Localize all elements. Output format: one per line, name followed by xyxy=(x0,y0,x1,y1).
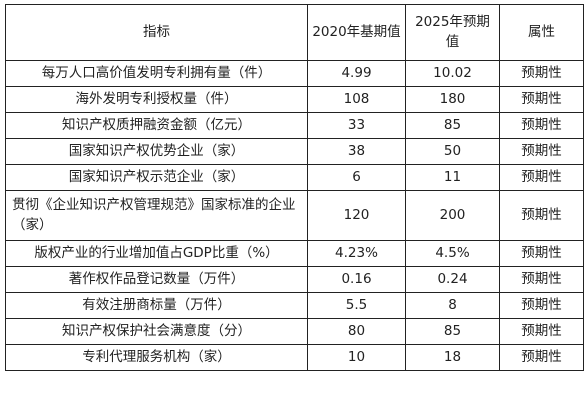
indicator-cell: 贯彻《企业知识产权管理规范》国家标准的企业（家） xyxy=(5,190,308,241)
base-value-cell: 4.99 xyxy=(307,60,406,87)
attribute-cell: 预期性 xyxy=(499,190,584,241)
target-value-cell: 180 xyxy=(405,86,500,113)
indicator-cell: 国家知识产权示范企业（家） xyxy=(5,164,308,191)
base-value-cell: 6 xyxy=(307,164,406,191)
base-value-cell: 10 xyxy=(307,344,406,371)
attribute-cell: 预期性 xyxy=(499,318,584,345)
target-value-cell: 4.5% xyxy=(405,240,500,267)
header-indicator: 指标 xyxy=(5,4,308,61)
indicator-cell: 版权产业的行业增加值占GDP比重（%） xyxy=(5,240,308,267)
base-value-cell: 108 xyxy=(307,86,406,113)
table-row: 国家知识产权示范企业（家） 6 11 预期性 xyxy=(5,164,584,191)
table-row: 贯彻《企业知识产权管理规范》国家标准的企业（家） 120 200 预期性 xyxy=(5,190,584,241)
indicator-cell: 著作权作品登记数量（万件） xyxy=(5,266,308,293)
base-value-cell: 0.16 xyxy=(307,266,406,293)
base-value-cell: 5.5 xyxy=(307,292,406,319)
attribute-cell: 预期性 xyxy=(499,138,584,165)
indicator-cell: 海外发明专利授权量（件） xyxy=(5,86,308,113)
target-value-cell: 85 xyxy=(405,318,500,345)
table-row: 版权产业的行业增加值占GDP比重（%） 4.23% 4.5% 预期性 xyxy=(5,240,584,267)
indicator-table-container: 指标 2020年基期值 2025年预期值 属性 每万人口高价值发明专利拥有量（件… xyxy=(5,4,584,371)
target-value-cell: 18 xyxy=(405,344,500,371)
target-value-cell: 10.02 xyxy=(405,60,500,87)
indicator-cell: 专利代理服务机构（家） xyxy=(5,344,308,371)
base-value-cell: 4.23% xyxy=(307,240,406,267)
target-value-cell: 11 xyxy=(405,164,500,191)
header-target-value: 2025年预期值 xyxy=(405,4,500,61)
header-base-value: 2020年基期值 xyxy=(307,4,406,61)
attribute-cell: 预期性 xyxy=(499,266,584,293)
table-row: 专利代理服务机构（家） 10 18 预期性 xyxy=(5,344,584,371)
attribute-cell: 预期性 xyxy=(499,292,584,319)
table-row: 著作权作品登记数量（万件） 0.16 0.24 预期性 xyxy=(5,266,584,293)
base-value-cell: 38 xyxy=(307,138,406,165)
attribute-cell: 预期性 xyxy=(499,164,584,191)
indicator-cell: 国家知识产权优势企业（家） xyxy=(5,138,308,165)
table-row: 每万人口高价值发明专利拥有量（件） 4.99 10.02 预期性 xyxy=(5,60,584,87)
target-value-cell: 50 xyxy=(405,138,500,165)
table-row: 知识产权保护社会满意度（分） 80 85 预期性 xyxy=(5,318,584,345)
table-row: 海外发明专利授权量（件） 108 180 预期性 xyxy=(5,86,584,113)
base-value-cell: 33 xyxy=(307,112,406,139)
table-row: 国家知识产权优势企业（家） 38 50 预期性 xyxy=(5,138,584,165)
table-header-row: 指标 2020年基期值 2025年预期值 属性 xyxy=(5,4,584,61)
attribute-cell: 预期性 xyxy=(499,60,584,87)
indicator-cell: 知识产权质押融资金额（亿元） xyxy=(5,112,308,139)
target-value-cell: 200 xyxy=(405,190,500,241)
indicator-cell: 有效注册商标量（万件） xyxy=(5,292,308,319)
attribute-cell: 预期性 xyxy=(499,86,584,113)
attribute-cell: 预期性 xyxy=(499,344,584,371)
indicator-cell: 每万人口高价值发明专利拥有量（件） xyxy=(5,60,308,87)
indicator-table: 指标 2020年基期值 2025年预期值 属性 每万人口高价值发明专利拥有量（件… xyxy=(5,4,584,371)
indicator-cell: 知识产权保护社会满意度（分） xyxy=(5,318,308,345)
target-value-cell: 85 xyxy=(405,112,500,139)
base-value-cell: 80 xyxy=(307,318,406,345)
target-value-cell: 8 xyxy=(405,292,500,319)
table-row: 有效注册商标量（万件） 5.5 8 预期性 xyxy=(5,292,584,319)
target-value-cell: 0.24 xyxy=(405,266,500,293)
base-value-cell: 120 xyxy=(307,190,406,241)
table-row: 知识产权质押融资金额（亿元） 33 85 预期性 xyxy=(5,112,584,139)
header-attribute: 属性 xyxy=(499,4,584,61)
attribute-cell: 预期性 xyxy=(499,240,584,267)
attribute-cell: 预期性 xyxy=(499,112,584,139)
